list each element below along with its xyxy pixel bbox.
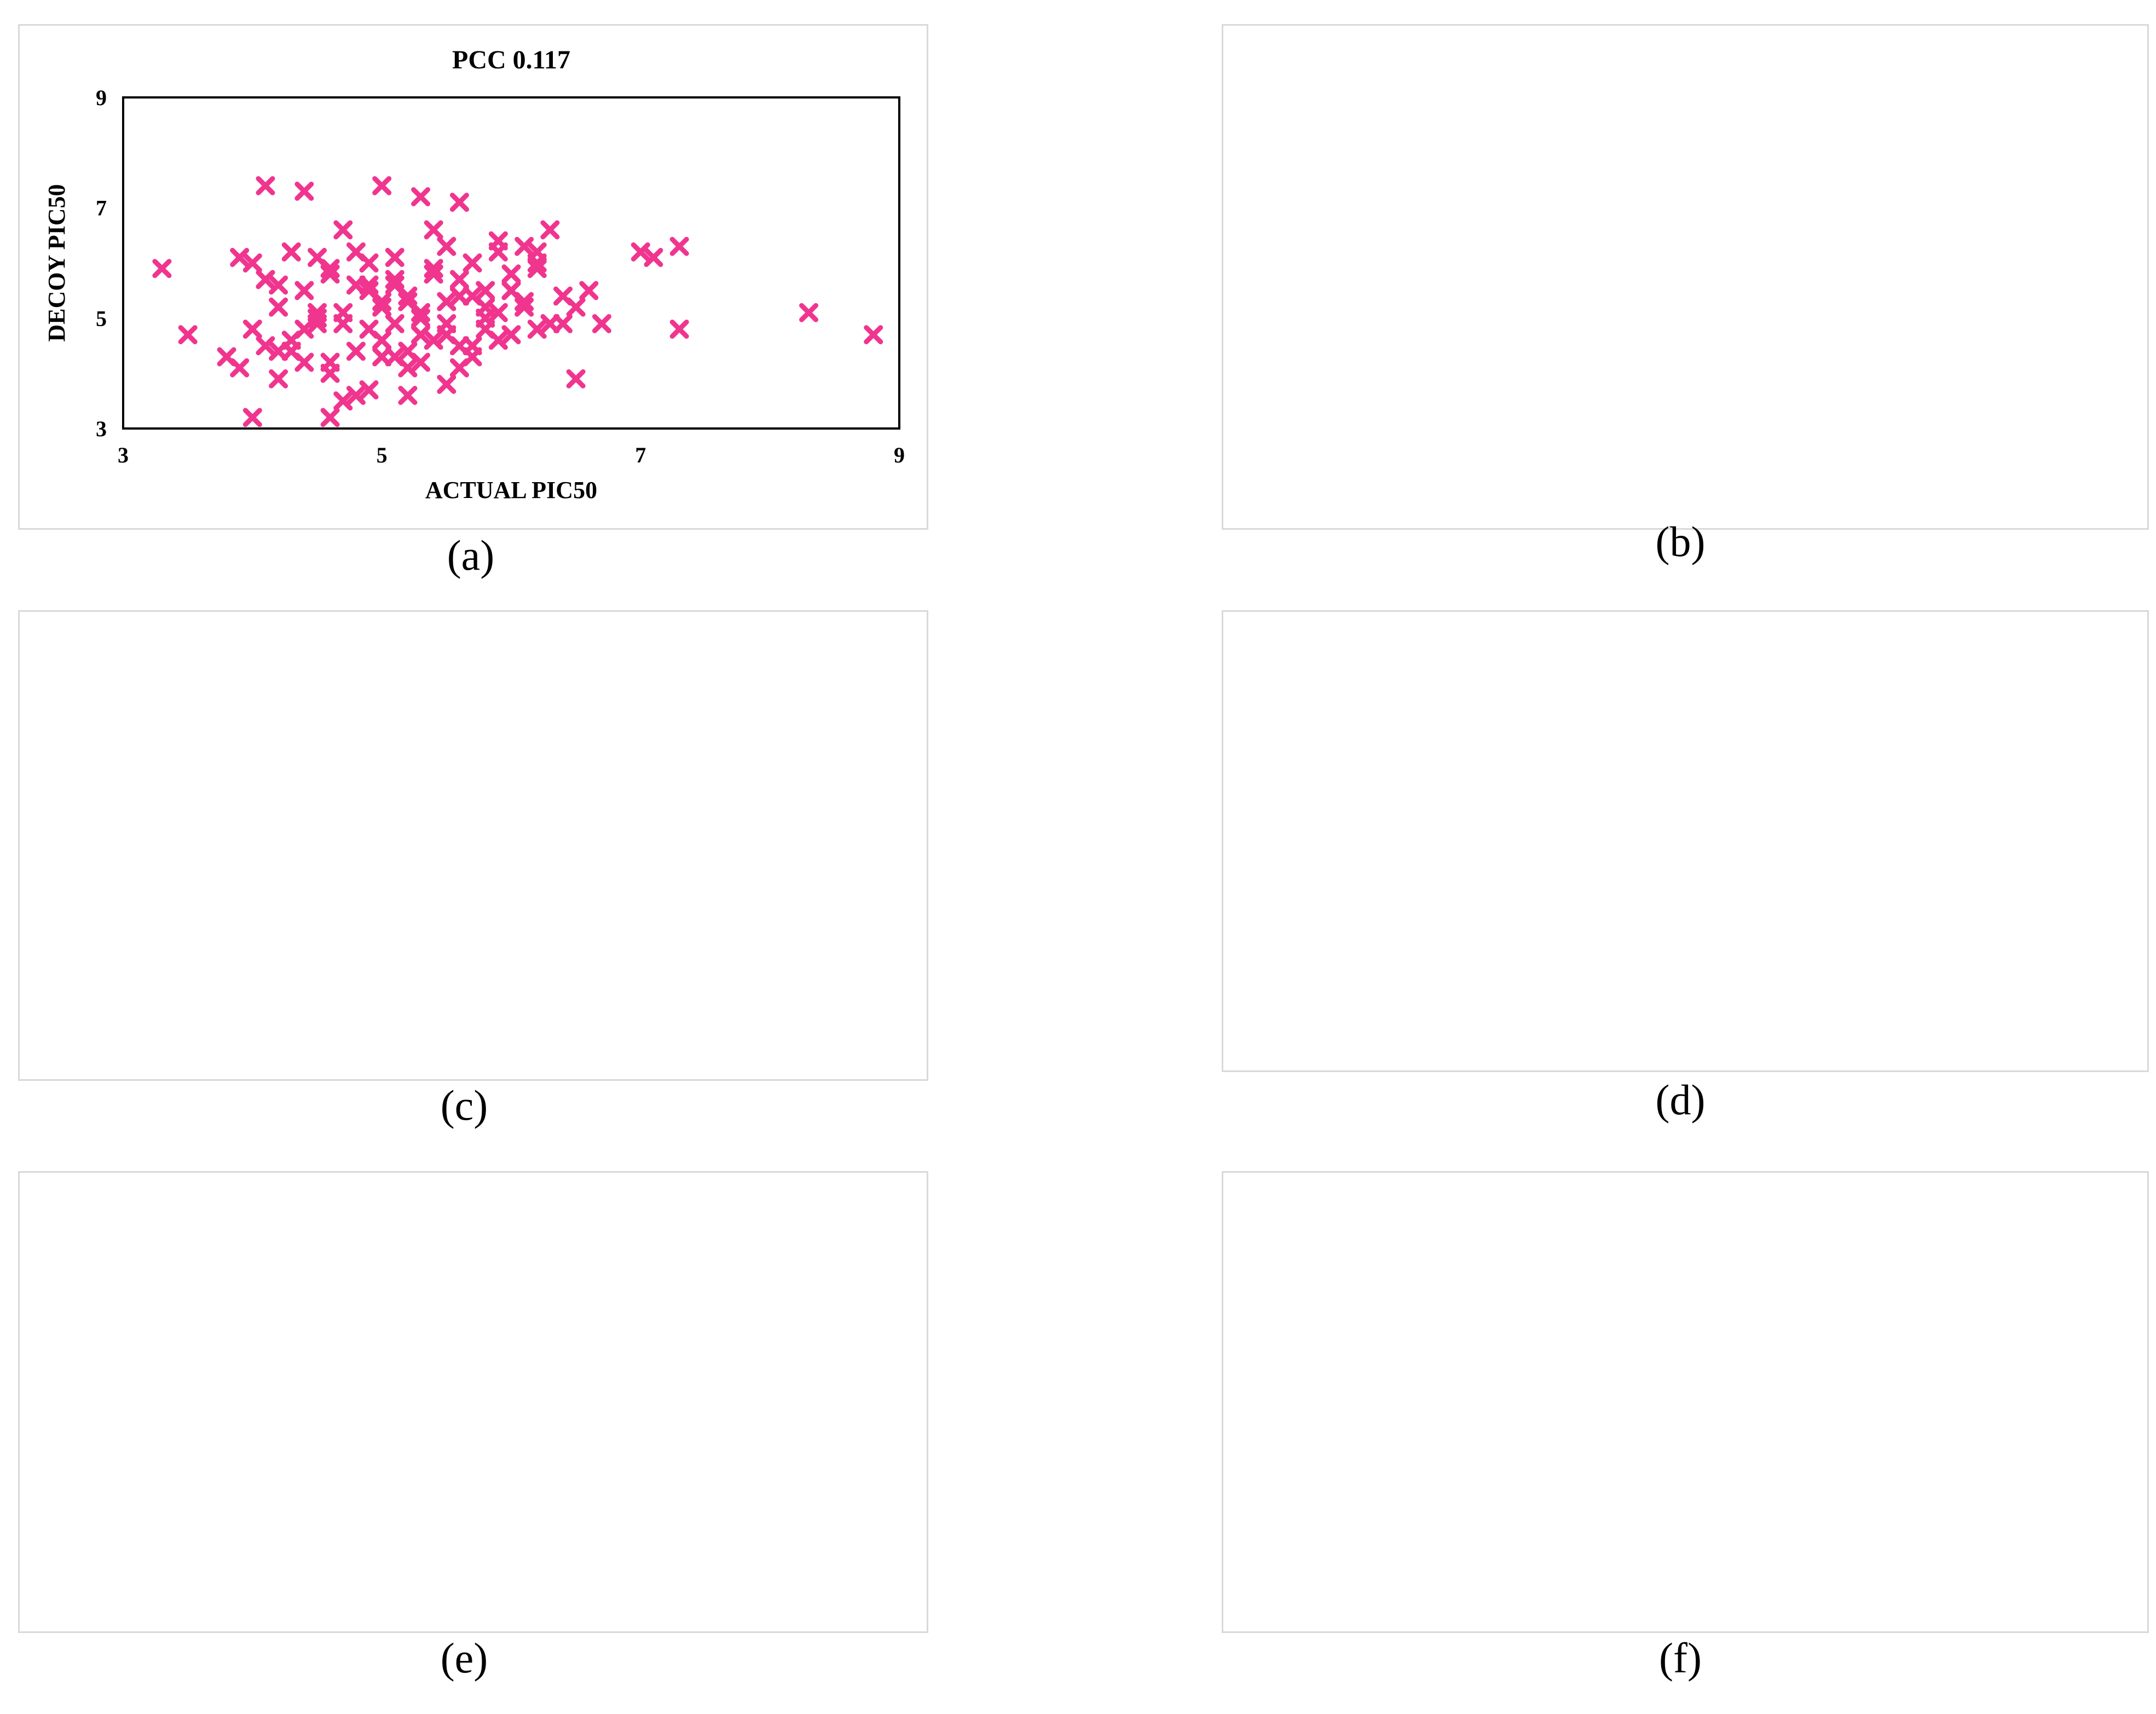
chart-frame-d — [1222, 610, 2149, 1072]
chart-frame-f — [1222, 1171, 2149, 1633]
chart-frame-b — [1222, 24, 2149, 530]
caption-d: (d) — [1655, 1076, 1706, 1124]
chart-frame-c — [18, 610, 928, 1081]
caption-f: (f) — [1659, 1634, 1702, 1682]
chart-frame-a — [18, 24, 928, 530]
chart-frame-e — [18, 1171, 928, 1633]
caption-a: (a) — [447, 531, 495, 579]
caption-b: (b) — [1655, 518, 1706, 565]
caption-e: (e) — [440, 1634, 488, 1682]
caption-c: (c) — [440, 1081, 488, 1129]
